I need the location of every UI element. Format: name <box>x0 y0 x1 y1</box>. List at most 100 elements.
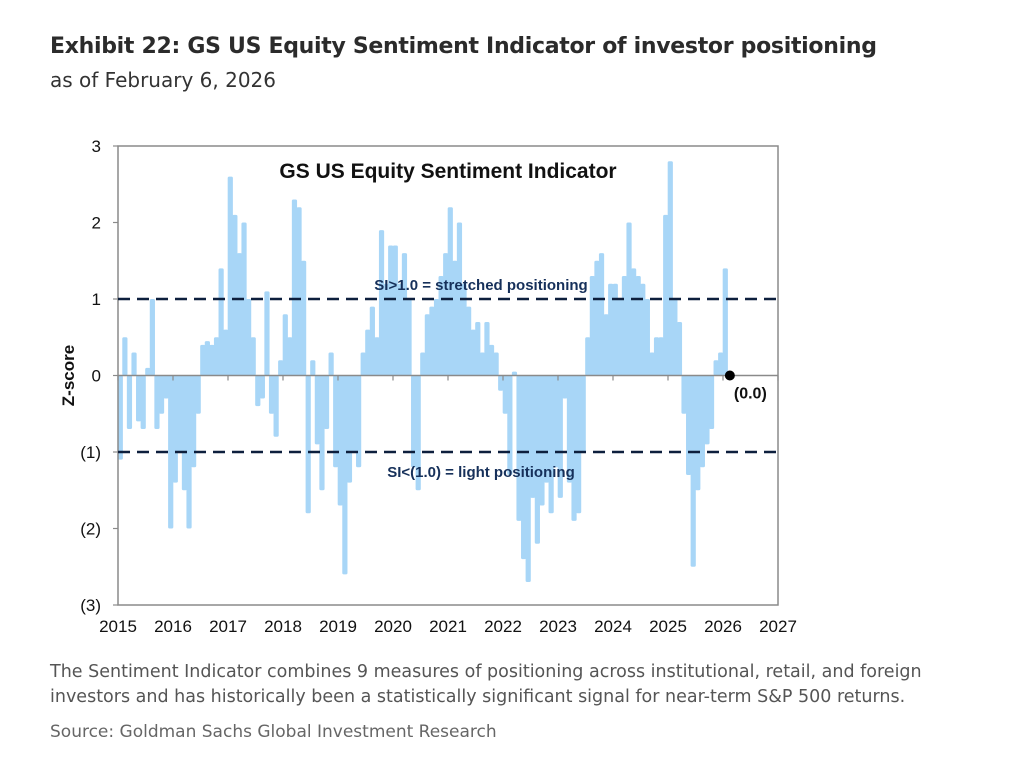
latest-point <box>724 370 735 381</box>
sentiment-bar <box>333 375 339 468</box>
sentiment-bar <box>713 360 719 376</box>
y-tick-label: (1) <box>80 443 101 462</box>
sentiment-bar <box>310 360 316 376</box>
sentiment-bar <box>475 321 481 376</box>
sentiment-bar <box>195 375 201 414</box>
threshold-label: SI<(1.0) = light positioning <box>387 464 575 481</box>
caption: The Sentiment Indicator combines 9 measu… <box>50 660 1020 710</box>
x-tick-label: 2018 <box>264 617 302 636</box>
sentiment-bar <box>287 337 293 376</box>
sentiment-bar <box>484 321 490 376</box>
threshold-label: SI>1.0 = stretched positioning <box>374 277 587 294</box>
sentiment-bar <box>598 253 605 376</box>
sentiment-bar <box>594 260 600 376</box>
sentiment-bar <box>351 375 357 452</box>
sentiment-bar <box>608 283 614 376</box>
sentiment-bar <box>562 375 568 399</box>
sentiment-bar <box>305 375 311 514</box>
sentiment-bar <box>681 375 687 414</box>
sentiment-bar <box>117 375 123 460</box>
sentiment-bar <box>452 260 458 376</box>
sentiment-bar <box>204 341 210 376</box>
sentiment-bar <box>186 375 192 529</box>
sentiment-bar <box>154 375 160 430</box>
sentiment-bar <box>690 375 696 567</box>
sentiment-bar <box>704 375 710 445</box>
sentiment-bar <box>337 375 343 506</box>
sentiment-bar <box>356 375 362 468</box>
sentiment-bar <box>676 321 683 376</box>
sentiment-bar <box>580 375 586 452</box>
sentiment-bar <box>470 329 476 376</box>
sentiment-bar <box>158 375 165 414</box>
sentiment-bar <box>585 337 591 376</box>
x-tick-label: 2026 <box>704 617 742 636</box>
sentiment-bar <box>511 371 518 376</box>
sentiment-bar <box>649 352 655 376</box>
sentiment-bar <box>621 276 628 376</box>
sentiment-bar <box>493 352 499 376</box>
sentiment-bar <box>296 207 302 376</box>
sentiment-bar <box>667 161 673 376</box>
x-tick-label: 2016 <box>154 617 192 636</box>
sentiment-bar <box>663 214 669 376</box>
sentiment-bar <box>424 314 430 376</box>
sentiment-bar <box>411 375 417 468</box>
exhibit-subtitle: as of February 6, 2026 <box>50 68 276 92</box>
sentiment-bar <box>406 299 412 376</box>
sentiment-bar <box>378 230 385 376</box>
sentiment-bar <box>553 375 559 468</box>
sentiment-bar <box>722 268 728 376</box>
sentiment-bar <box>415 375 421 491</box>
sentiment-bar <box>534 375 540 544</box>
sentiment-bar <box>612 283 618 376</box>
sentiment-bar <box>631 268 637 376</box>
sentiment-bar <box>236 253 243 376</box>
sentiment-bar <box>301 260 307 376</box>
sentiment-bar <box>227 176 233 376</box>
sentiment-bar <box>397 283 403 376</box>
sentiment-bar <box>246 299 252 376</box>
sentiment-bar <box>699 375 705 468</box>
sentiment-bar <box>543 375 550 483</box>
y-tick-label: 3 <box>92 137 101 156</box>
sentiment-bar <box>255 375 261 407</box>
y-tick-label: 0 <box>92 367 101 386</box>
caption-line-2: investors and has historically been a st… <box>50 687 906 707</box>
sentiment-bar <box>328 352 334 376</box>
sentiment-bar <box>589 276 595 376</box>
sentiment-bar <box>566 375 573 483</box>
sentiment-bar <box>323 375 330 430</box>
sentiment-bar <box>466 306 472 376</box>
sentiment-bar <box>708 375 715 430</box>
exhibit-title: Exhibit 22: GS US Equity Sentiment Indic… <box>50 34 877 59</box>
sentiment-bar <box>383 283 389 376</box>
sentiment-bar <box>635 276 641 376</box>
sentiment-bar <box>429 306 435 376</box>
x-tick-label: 2022 <box>484 617 522 636</box>
sentiment-bar <box>488 344 495 376</box>
sentiment-bar <box>163 375 169 399</box>
sentiment-bar <box>223 329 229 376</box>
sentiment-bar <box>718 352 724 376</box>
x-tick-label: 2023 <box>539 617 577 636</box>
sentiment-bar <box>617 299 623 376</box>
sentiment-bar <box>218 268 224 376</box>
x-tick-label: 2021 <box>429 617 467 636</box>
sentiment-bar <box>438 276 444 376</box>
sentiment-bar <box>576 375 582 514</box>
sentiment-bar <box>232 214 238 376</box>
sentiment-bar <box>369 306 375 376</box>
sentiment-bar <box>507 375 513 475</box>
sentiment-bar <box>314 375 320 445</box>
sentiment-bar <box>250 337 256 376</box>
sentiment-bar <box>374 337 380 376</box>
x-tick-label: 2027 <box>759 617 797 636</box>
sentiment-bar <box>516 375 522 521</box>
sentiment-bar <box>282 314 288 376</box>
sentiment-bar <box>695 375 701 491</box>
sentiment-bar <box>177 375 183 452</box>
sentiment-bar <box>131 352 137 376</box>
sentiment-bar <box>149 299 155 376</box>
